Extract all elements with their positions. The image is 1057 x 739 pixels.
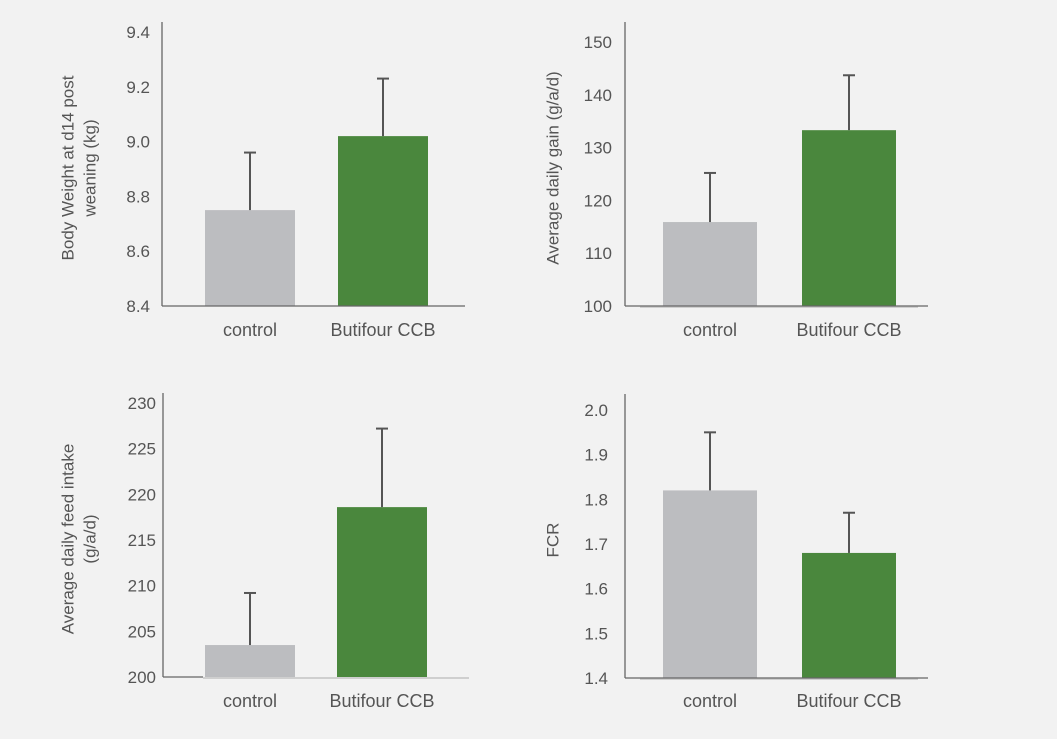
y-tick-label: 9.2 bbox=[126, 78, 150, 97]
y-axis-title: weaning (kg) bbox=[80, 119, 99, 217]
bar-butifour-ccb bbox=[802, 130, 896, 306]
y-tick-label: 150 bbox=[584, 33, 612, 52]
y-tick-label: 205 bbox=[128, 622, 156, 641]
y-tick-label: 1.8 bbox=[584, 490, 608, 509]
y-tick-label: 230 bbox=[128, 394, 156, 413]
y-axis-title: (g/a/d) bbox=[80, 514, 99, 563]
chart-average-daily-gain: 100 110 120 130 140 150 control Butifour CCB Ave… bbox=[543, 22, 928, 340]
y-tick-label: 2.0 bbox=[584, 401, 608, 420]
y-tick-label: 225 bbox=[128, 440, 156, 459]
bar-butifour-ccb bbox=[802, 552, 896, 678]
y-tick-label: 8.8 bbox=[126, 187, 150, 206]
x-category-label: Butifour CCB bbox=[330, 320, 435, 340]
y-axis-title: Average daily feed intake bbox=[58, 444, 77, 635]
bar-control bbox=[663, 490, 757, 678]
y-tick-label: 210 bbox=[128, 577, 156, 596]
y-axis-title: FCR bbox=[543, 523, 562, 558]
bar-butifour-ccb bbox=[337, 507, 427, 677]
y-tick-label: 8.4 bbox=[126, 297, 150, 316]
bar-butifour-ccb bbox=[338, 136, 428, 306]
y-tick-label: 140 bbox=[584, 86, 612, 105]
chart-fcr: 1.4 1.5 1.6 1.7 1.8 1.9 2.0 control Butifour CCB… bbox=[543, 394, 928, 711]
y-tick-label: 9.0 bbox=[126, 133, 150, 152]
y-tick-label: 8.6 bbox=[126, 242, 150, 261]
x-category-label: control bbox=[683, 320, 737, 340]
x-category-label: control bbox=[223, 320, 277, 340]
y-tick-label: 1.9 bbox=[584, 446, 608, 465]
x-category-label: Butifour CCB bbox=[796, 691, 901, 711]
y-tick-label: 130 bbox=[584, 139, 612, 158]
y-tick-label: 9.4 bbox=[126, 23, 150, 42]
y-tick-label: 110 bbox=[585, 244, 612, 263]
x-category-label: Butifour CCB bbox=[796, 320, 901, 340]
y-tick-label: 200 bbox=[128, 668, 156, 687]
chart-average-daily-feed-intake: 200 205 210 215 220 225 230 control Butifour CCB… bbox=[58, 393, 469, 711]
y-tick-label: 220 bbox=[128, 485, 156, 504]
y-tick-label: 100 bbox=[584, 297, 612, 316]
bar-control bbox=[205, 645, 295, 677]
y-tick-label: 1.5 bbox=[584, 624, 608, 643]
x-category-label: Butifour CCB bbox=[329, 691, 434, 711]
chart-body-weight: 8.4 8.6 8.8 9.0 9.2 9.4 control Butifour CCB Bod… bbox=[58, 22, 465, 340]
y-tick-label: 1.4 bbox=[584, 669, 608, 688]
y-axis-title: Body Weight at d14 post bbox=[58, 75, 77, 260]
x-category-label: control bbox=[223, 691, 277, 711]
y-tick-label: 1.6 bbox=[584, 580, 608, 599]
y-tick-label: 1.7 bbox=[584, 535, 608, 554]
y-axis-title: Average daily gain (g/a/d) bbox=[543, 71, 562, 264]
bar-control bbox=[205, 210, 295, 306]
y-tick-label: 215 bbox=[128, 531, 156, 550]
x-category-label: control bbox=[683, 691, 737, 711]
y-tick-label: 120 bbox=[584, 191, 612, 210]
bar-control bbox=[663, 222, 757, 306]
